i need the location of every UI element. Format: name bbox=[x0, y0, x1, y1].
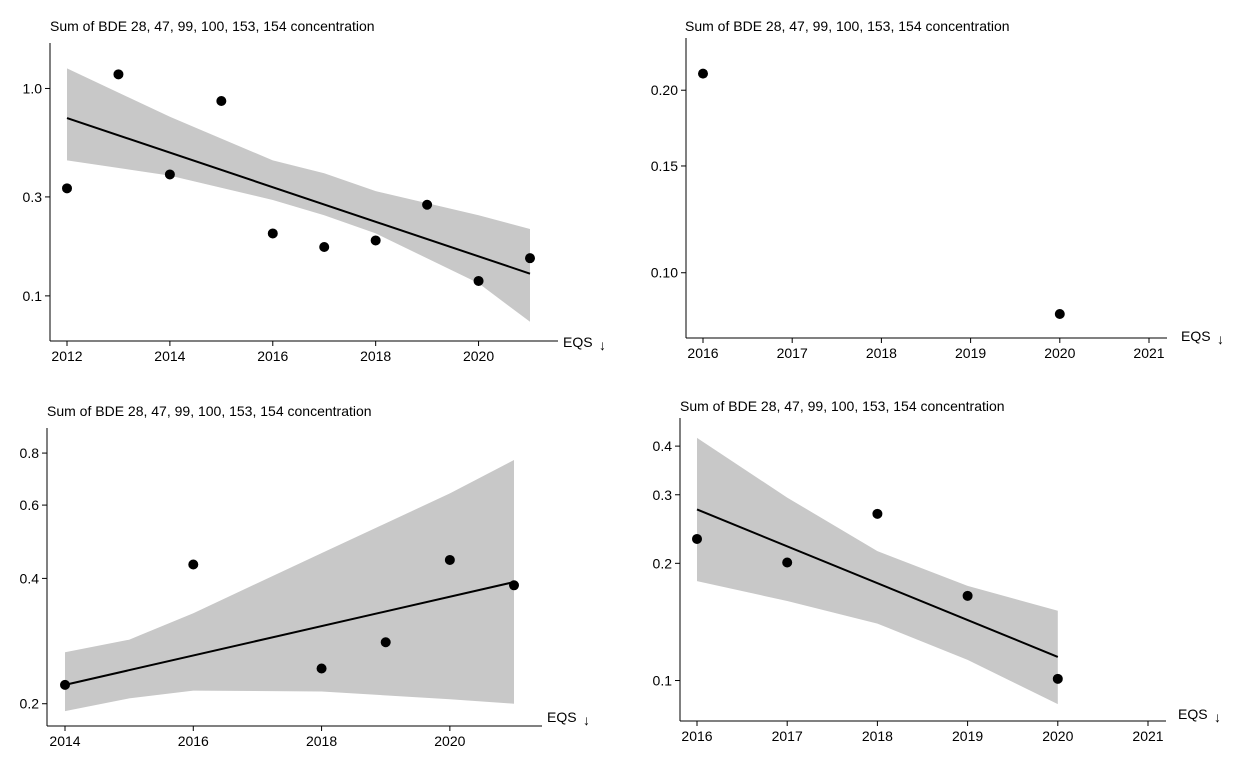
x-tick-label: 2014 bbox=[154, 348, 185, 364]
chart-panel-bottom-right: Sum of BDE 28, 47, 99, 100, 153, 154 con… bbox=[630, 385, 1240, 760]
x-tick-label: 2014 bbox=[49, 733, 80, 749]
eqs-label: EQS bbox=[1178, 706, 1208, 722]
x-tick-label: 2018 bbox=[862, 728, 893, 744]
x-tick-label: 2016 bbox=[687, 345, 718, 361]
y-tick-label: 0.1 bbox=[23, 288, 43, 304]
x-tick-label: 2016 bbox=[178, 733, 209, 749]
y-tick-label: 0.20 bbox=[651, 82, 678, 98]
eqs-label: EQS bbox=[563, 334, 593, 350]
data-point bbox=[1054, 308, 1065, 319]
data-point bbox=[444, 554, 455, 565]
chart-title: Sum of BDE 28, 47, 99, 100, 153, 154 con… bbox=[47, 403, 372, 419]
data-point bbox=[380, 637, 391, 648]
x-tick-label: 2018 bbox=[360, 348, 391, 364]
x-tick-label: 2017 bbox=[772, 728, 803, 744]
chart-bottom-right: 0.1 0.2 0.3 0.4 2016 2017 2018 2019 2020 2021 EQS ↓ bbox=[653, 418, 1221, 744]
data-point bbox=[62, 183, 72, 194]
x-tick-label: 2020 bbox=[1042, 728, 1073, 744]
y-tick-label: 0.1 bbox=[653, 673, 673, 689]
chart-panel-bottom-left: Sum of BDE 28, 47, 99, 100, 153, 154 con… bbox=[0, 385, 620, 760]
x-tick-label: 2018 bbox=[306, 733, 337, 749]
data-point bbox=[316, 663, 327, 674]
y-tick-label: 0.4 bbox=[653, 438, 673, 454]
confidence-band bbox=[65, 460, 514, 712]
data-point bbox=[525, 253, 535, 264]
eqs-label: EQS bbox=[547, 709, 577, 725]
down-arrow-icon: ↓ bbox=[1214, 709, 1221, 725]
confidence-band bbox=[697, 437, 1058, 705]
chart-top-left: 0.1 0.3 1.0 2012 2014 2016 2018 2020 EQS ↓ bbox=[23, 43, 606, 364]
chart-bottom-left: 0.2 0.4 0.6 0.8 2014 2016 2018 2020 EQS ↓ bbox=[20, 428, 590, 749]
chart-panel-top-left: Sum of BDE 28, 47, 99, 100, 153, 154 con… bbox=[0, 0, 620, 375]
y-tick-label: 1.0 bbox=[23, 80, 43, 96]
chart-top-right: 0.10 0.15 0.20 2016 2017 2018 2019 2020 2021 EQS ↓ bbox=[651, 38, 1224, 361]
x-tick-label: 2016 bbox=[257, 348, 288, 364]
down-arrow-icon: ↓ bbox=[1217, 331, 1224, 347]
x-tick-label: 2020 bbox=[1044, 345, 1075, 361]
data-point bbox=[319, 242, 330, 253]
data-point bbox=[216, 96, 227, 107]
chart-title: Sum of BDE 28, 47, 99, 100, 153, 154 con… bbox=[50, 18, 375, 34]
data-point bbox=[509, 580, 519, 591]
y-tick-label: 0.8 bbox=[20, 445, 40, 461]
x-tick-label: 2021 bbox=[1133, 345, 1164, 361]
data-point bbox=[370, 235, 381, 246]
chart-title: Sum of BDE 28, 47, 99, 100, 153, 154 con… bbox=[680, 398, 1005, 414]
data-point bbox=[473, 275, 484, 286]
data-point bbox=[782, 557, 793, 568]
x-tick-label: 2020 bbox=[463, 348, 494, 364]
data-point bbox=[267, 228, 278, 239]
down-arrow-icon: ↓ bbox=[583, 712, 590, 728]
data-point bbox=[1052, 673, 1063, 684]
trend-line bbox=[66, 117, 531, 275]
data-point bbox=[962, 590, 973, 601]
y-tick-label: 0.3 bbox=[653, 487, 673, 503]
data-point bbox=[164, 169, 175, 180]
y-tick-label: 0.10 bbox=[651, 265, 678, 281]
y-tick-label: 0.6 bbox=[20, 497, 40, 513]
down-arrow-icon: ↓ bbox=[599, 337, 606, 353]
data-point bbox=[872, 508, 883, 519]
x-tick-label: 2019 bbox=[952, 728, 983, 744]
chart-title: Sum of BDE 28, 47, 99, 100, 153, 154 con… bbox=[685, 18, 1010, 34]
data-point bbox=[60, 679, 70, 690]
x-tick-label: 2018 bbox=[866, 345, 897, 361]
chart-panel-top-right: Sum of BDE 28, 47, 99, 100, 153, 154 con… bbox=[630, 0, 1240, 375]
trend-line bbox=[64, 581, 515, 686]
eqs-label: EQS bbox=[1181, 328, 1211, 344]
x-tick-label: 2021 bbox=[1132, 728, 1163, 744]
data-point bbox=[113, 69, 124, 80]
x-tick-label: 2016 bbox=[681, 728, 712, 744]
x-tick-label: 2012 bbox=[51, 348, 82, 364]
data-point bbox=[692, 533, 702, 544]
y-tick-label: 0.2 bbox=[653, 555, 673, 571]
y-tick-label: 0.4 bbox=[20, 570, 40, 586]
trend-line bbox=[696, 508, 1059, 658]
y-tick-label: 0.3 bbox=[23, 189, 43, 205]
data-point bbox=[188, 559, 199, 570]
data-point bbox=[422, 199, 433, 210]
data-point bbox=[698, 68, 708, 79]
x-tick-label: 2020 bbox=[434, 733, 465, 749]
x-tick-label: 2019 bbox=[955, 345, 986, 361]
y-tick-label: 0.15 bbox=[651, 158, 678, 174]
x-tick-label: 2017 bbox=[777, 345, 808, 361]
y-tick-label: 0.2 bbox=[20, 696, 40, 712]
